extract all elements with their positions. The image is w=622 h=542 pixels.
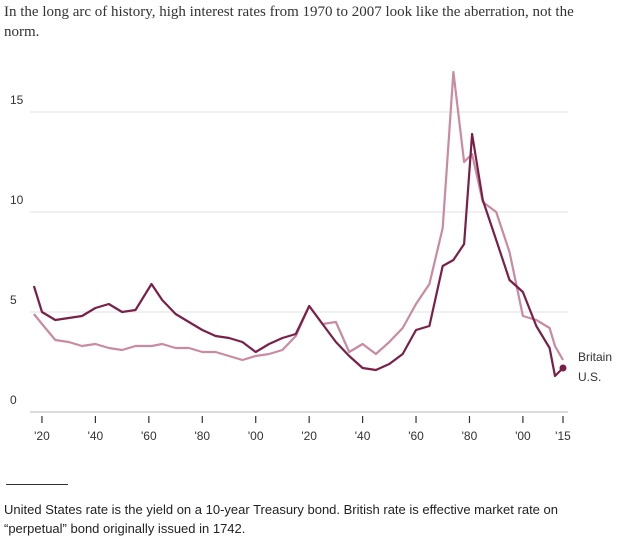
series-label: Britain	[578, 350, 612, 364]
series-line	[33, 70, 564, 362]
x-tick-label: '80	[194, 429, 210, 443]
divider	[6, 484, 68, 485]
end-dot	[559, 364, 567, 372]
x-tick-label: '00	[515, 429, 531, 443]
y-tick-label: 15	[10, 93, 24, 107]
x-tick-label: '60	[408, 429, 424, 443]
x-tick-label: '80	[462, 429, 478, 443]
footnote: United States rate is the yield on a 10-…	[4, 502, 558, 536]
x-tick-label: '20	[301, 429, 317, 443]
series-line	[32, 132, 564, 378]
x-tick-label: '40	[355, 429, 371, 443]
x-tick-label: '00	[248, 429, 264, 443]
chart-title: In the long arc of history, high interes…	[4, 4, 574, 40]
x-tick-label: '60	[141, 429, 157, 443]
x-tick-label: '40	[88, 429, 104, 443]
x-tick-label: '15	[555, 429, 571, 443]
x-tick-label: '20	[34, 429, 50, 443]
y-tick-label: 5	[10, 293, 17, 307]
series-label: U.S.	[578, 370, 601, 384]
y-tick-label: 10	[10, 193, 24, 207]
y-tick-label: 0	[10, 393, 17, 407]
